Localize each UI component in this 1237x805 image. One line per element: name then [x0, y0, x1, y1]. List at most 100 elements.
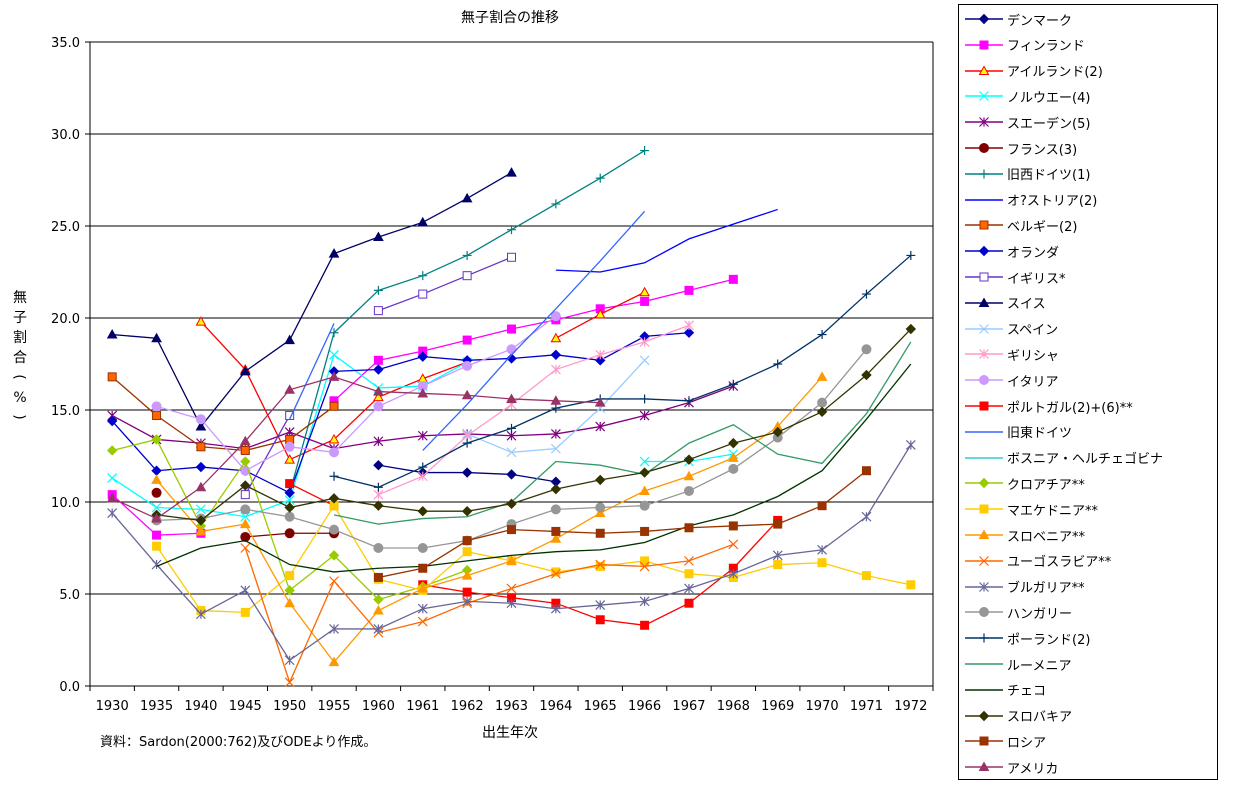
legend-swatch	[965, 13, 1003, 25]
data-point-marker	[373, 391, 384, 402]
data-point-marker	[640, 526, 650, 536]
legend-label: オ?ストリア(2)	[1007, 194, 1098, 210]
data-point-marker	[595, 561, 605, 571]
data-point-marker	[151, 401, 162, 412]
legend-label: フィンランド	[1007, 39, 1085, 55]
legend-label: スイス	[1007, 297, 1046, 313]
data-point-marker	[373, 355, 383, 365]
legend-swatch-marker	[979, 581, 989, 592]
legend-label: ブルガリア**	[1007, 581, 1085, 597]
data-point-marker	[417, 603, 428, 614]
data-point-marker	[595, 474, 606, 486]
legend-label: イタリア	[1007, 374, 1059, 390]
data-point-marker	[861, 466, 871, 476]
x-tick-label: 1969	[761, 699, 794, 714]
x-tick-label: 1971	[850, 699, 883, 714]
data-point-marker	[506, 353, 517, 364]
legend-item: マエケドニア**	[963, 496, 1098, 522]
series-28	[151, 323, 917, 526]
data-point-marker	[684, 285, 694, 295]
series-7	[285, 146, 650, 498]
data-point-marker	[107, 508, 118, 518]
y-tick-label: 25.0	[51, 220, 80, 235]
data-point-marker	[550, 504, 561, 515]
series-line	[244, 543, 734, 685]
x-tick-label: 1961	[406, 699, 439, 714]
data-point-marker	[240, 445, 250, 455]
legend-swatch	[965, 143, 1003, 153]
data-point-marker	[373, 231, 384, 242]
series-17	[289, 210, 646, 451]
data-point-marker	[152, 530, 162, 540]
legend-swatch	[965, 323, 1003, 334]
legend-label: ユーゴスラビア**	[1007, 555, 1112, 571]
data-point-marker	[551, 567, 561, 577]
series-line	[156, 363, 912, 573]
legend-label: ギリシャ	[1007, 348, 1060, 364]
legend-item: ギリシャ	[963, 341, 1059, 367]
data-point-marker	[329, 624, 339, 634]
data-point-marker	[861, 369, 872, 381]
data-point-marker	[151, 487, 162, 498]
data-point-marker	[329, 328, 339, 338]
x-tick-label: 1962	[451, 699, 484, 714]
series-line	[378, 470, 867, 579]
data-point-marker	[507, 525, 516, 535]
data-point-marker	[550, 395, 562, 405]
y-axis-label-char: %	[13, 390, 26, 406]
data-point-marker	[462, 250, 472, 260]
y-tick-label: 5.0	[59, 588, 80, 603]
data-point-marker	[461, 570, 473, 580]
data-point-marker	[817, 501, 827, 511]
legend-swatch-marker	[978, 297, 990, 307]
data-point-marker	[373, 500, 384, 511]
series-12	[106, 167, 517, 431]
data-point-marker	[906, 250, 916, 260]
x-tick-label: 1930	[96, 699, 129, 714]
x-tick-label: 1970	[806, 699, 839, 714]
legend-swatch-marker	[979, 40, 989, 50]
legend-label: ノルウエー(4)	[1007, 90, 1091, 106]
legend-item: オ?ストリア(2)	[963, 187, 1097, 213]
data-point-marker	[640, 146, 650, 156]
series-line	[156, 504, 911, 614]
data-point-marker	[684, 598, 694, 608]
data-point-marker	[861, 289, 871, 299]
legend-label: イギリス*	[1007, 271, 1066, 287]
data-point-marker	[239, 435, 251, 446]
legend-label: 旧東ドイツ	[1007, 426, 1073, 442]
x-tick-label: 1945	[229, 699, 262, 714]
data-point-marker	[284, 655, 295, 666]
legend-item: アメリカ	[963, 754, 1058, 780]
x-tick-label: 1964	[539, 699, 572, 714]
data-point-marker	[594, 507, 606, 518]
data-point-marker	[106, 445, 118, 456]
series-1	[373, 459, 562, 487]
legend-item: フランス(3)	[963, 135, 1077, 161]
series-24	[151, 344, 872, 553]
data-point-marker	[462, 360, 473, 371]
data-point-marker	[684, 523, 694, 533]
data-point-marker	[639, 596, 650, 607]
series-line	[156, 315, 557, 472]
y-tick-label: 15.0	[51, 404, 80, 419]
data-point-marker	[595, 600, 606, 610]
data-point-marker	[373, 436, 384, 447]
data-point-marker	[462, 536, 472, 546]
y-axis-ticks: 0.0 5.0 10.0 15.0 20.0 25.0 30.0 35.0	[51, 36, 90, 695]
legend-label: オランダ	[1007, 245, 1060, 261]
legend-swatch	[965, 633, 1003, 643]
data-point-marker	[373, 543, 384, 553]
data-point-marker	[462, 547, 472, 557]
series-22	[240, 539, 739, 688]
legend-swatch	[965, 761, 1003, 772]
x-axis-label: 出生年次	[482, 725, 538, 741]
legend-swatch	[965, 663, 1003, 665]
data-point-marker	[195, 481, 207, 492]
series-11	[240, 252, 516, 500]
data-point-marker	[418, 462, 428, 472]
data-point-marker	[594, 308, 606, 319]
data-point-marker	[196, 442, 206, 452]
data-point-marker	[240, 585, 251, 596]
legend-swatch-marker	[979, 143, 989, 153]
